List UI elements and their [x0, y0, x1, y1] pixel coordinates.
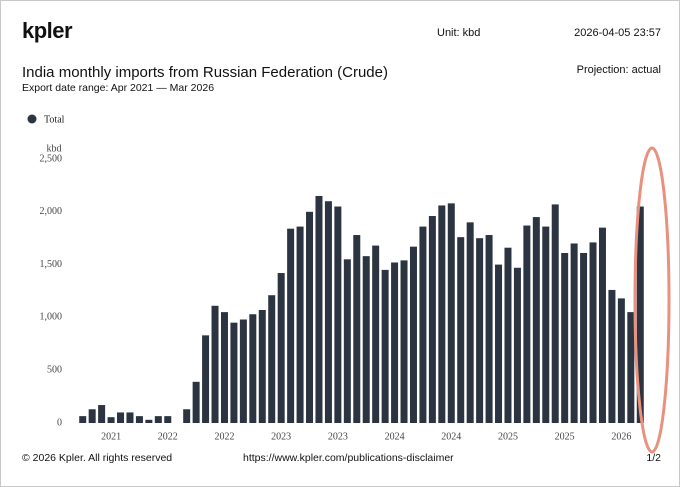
y-tick-label: 1,500	[40, 259, 63, 270]
y-tick-label: 2,500	[40, 153, 63, 164]
bar	[608, 289, 616, 423]
bar	[513, 267, 521, 423]
bar	[183, 409, 191, 423]
bar	[381, 269, 389, 423]
bar	[202, 335, 210, 423]
bar	[617, 298, 625, 423]
bar	[107, 417, 115, 423]
timestamp: 2026-04-05 23:57	[574, 27, 661, 39]
bar	[277, 273, 285, 423]
bar	[504, 247, 512, 423]
bar	[532, 217, 540, 423]
x-tick-label: 2025	[498, 431, 518, 442]
chart-title: India monthly imports from Russian Feder…	[22, 64, 388, 81]
unit: Unit: kbd	[437, 27, 480, 39]
bar	[457, 237, 465, 423]
bar	[551, 204, 559, 423]
x-tick-label: 2021	[101, 431, 121, 442]
bar	[154, 416, 162, 423]
bar	[627, 312, 635, 423]
bar	[353, 235, 361, 423]
bar	[362, 256, 370, 423]
bar	[334, 206, 342, 423]
bar	[343, 259, 351, 423]
bar	[428, 216, 436, 423]
bar	[438, 205, 446, 423]
x-tick-label: 2026	[611, 431, 631, 442]
x-tick-label: 2025	[555, 431, 575, 442]
y-tick-label: 0	[57, 417, 62, 428]
bar	[598, 227, 606, 423]
copyright: © 2026 Kpler. All rights reserved	[22, 452, 172, 464]
bar	[126, 412, 134, 423]
bar	[315, 195, 323, 423]
bar	[523, 225, 531, 423]
bar	[211, 305, 219, 423]
bar	[636, 206, 644, 423]
x-tick-label: 2022	[214, 431, 234, 442]
legend-marker	[27, 114, 37, 124]
bar	[485, 235, 493, 423]
bar	[476, 238, 484, 423]
bar	[258, 310, 266, 423]
bar	[145, 419, 153, 423]
x-tick-label: 2024	[385, 431, 405, 442]
bar	[542, 226, 550, 423]
x-tick-label: 2023	[271, 431, 291, 442]
bar	[239, 319, 247, 423]
bar	[466, 222, 474, 423]
bar	[570, 243, 578, 423]
y-axis-label: kbd	[47, 143, 62, 154]
bar	[117, 412, 125, 423]
bar	[79, 416, 87, 423]
legend-label: Total	[44, 114, 65, 125]
chart-subtitle: Export date range: Apr 2021 — Mar 2026	[22, 82, 214, 94]
logo: kpler	[22, 18, 73, 43]
bar	[249, 314, 257, 423]
bar	[268, 295, 276, 423]
bar	[88, 409, 96, 423]
bar	[98, 405, 106, 423]
bar	[589, 242, 597, 423]
bar	[400, 260, 408, 423]
y-tick-label: 1,000	[40, 312, 63, 323]
bar	[135, 416, 143, 423]
highlight-ellipse	[633, 146, 671, 454]
y-tick-label: 2,000	[40, 206, 63, 217]
bar	[409, 246, 417, 423]
bar	[580, 252, 588, 423]
bar	[391, 262, 399, 423]
y-tick-label: 500	[47, 364, 62, 375]
bar	[324, 201, 332, 423]
bar	[296, 226, 304, 423]
x-tick-label: 2022	[158, 431, 178, 442]
bar	[306, 211, 314, 423]
x-tick-label: 2023	[328, 431, 348, 442]
bar	[192, 381, 200, 423]
projection: Projection: actual	[577, 64, 661, 76]
bar	[372, 245, 380, 423]
bar	[561, 252, 569, 423]
bar	[220, 312, 228, 423]
page-number: 1/2	[646, 452, 661, 464]
bar	[230, 322, 238, 423]
bar	[287, 228, 295, 423]
bar	[419, 226, 427, 423]
bar	[447, 203, 455, 423]
bar	[495, 264, 503, 423]
x-tick-label: 2024	[441, 431, 461, 442]
bar	[164, 416, 172, 423]
disclaimer-url[interactable]: https://www.kpler.com/publications-discl…	[243, 452, 454, 464]
